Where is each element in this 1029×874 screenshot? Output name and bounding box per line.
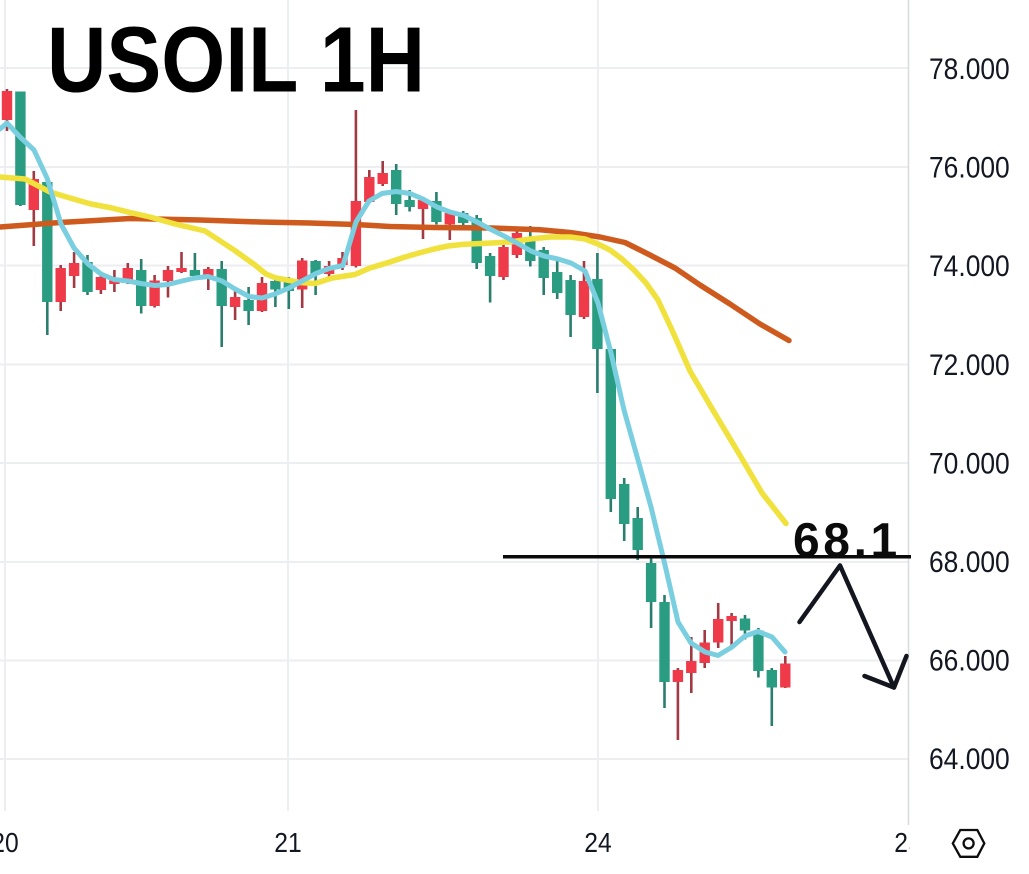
svg-text:74.000: 74.000: [929, 249, 1010, 283]
svg-text:21: 21: [274, 827, 301, 859]
svg-text:20: 20: [0, 827, 19, 859]
svg-text:72.000: 72.000: [929, 347, 1010, 381]
svg-text:66.000: 66.000: [929, 643, 1010, 677]
svg-text:64.000: 64.000: [929, 742, 1010, 776]
svg-text:USOIL 1H: USOIL 1H: [47, 8, 425, 112]
svg-text:76.000: 76.000: [929, 150, 1010, 184]
svg-text:70.000: 70.000: [929, 446, 1010, 480]
svg-text:68.1: 68.1: [793, 515, 901, 568]
svg-text:24: 24: [584, 827, 611, 859]
svg-text:78.000: 78.000: [929, 51, 1010, 85]
svg-text:68.000: 68.000: [929, 544, 1010, 578]
svg-text:25: 25: [894, 827, 921, 859]
